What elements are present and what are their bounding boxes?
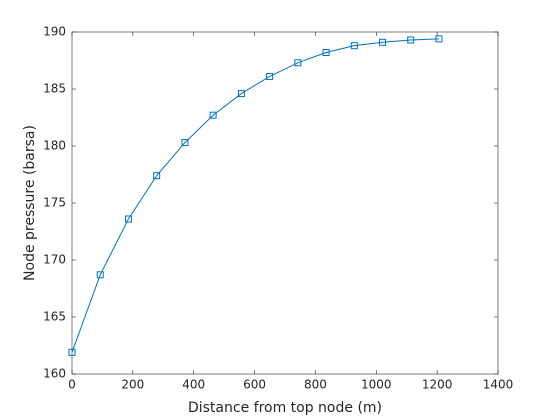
marker — [435, 35, 443, 43]
y-tick-label: 165 — [43, 310, 66, 324]
marker — [181, 139, 189, 147]
x-tick-label: 400 — [182, 378, 205, 392]
y-tick-label: 185 — [43, 82, 66, 96]
y-axis-title: Node pressure (barsa) — [22, 125, 38, 281]
marker — [209, 111, 217, 119]
x-tick-label: 800 — [304, 378, 327, 392]
line — [71, 38, 439, 353]
plot-area — [71, 31, 499, 375]
y-tick-label: 170 — [43, 253, 66, 267]
marker — [266, 72, 274, 80]
x-tick-label: 1000 — [361, 378, 392, 392]
x-tick-label: 200 — [121, 378, 144, 392]
x-tick-label: 600 — [243, 378, 266, 392]
y-tick-label: 160 — [43, 367, 66, 381]
marker — [153, 172, 161, 180]
marker — [96, 271, 104, 279]
y-tick-label: 180 — [43, 139, 66, 153]
x-axis-title: Distance from top node (m) — [188, 400, 382, 416]
x-tick-label: 1400 — [483, 378, 514, 392]
marker — [237, 90, 245, 98]
x-tick-label: 1200 — [422, 378, 453, 392]
y-tick-label: 190 — [43, 25, 66, 39]
marker — [322, 49, 330, 57]
y-tick-label: 175 — [43, 196, 66, 210]
marker — [68, 348, 76, 356]
marker — [379, 38, 387, 46]
marker — [294, 59, 302, 67]
x-tick-label: 0 — [68, 378, 76, 392]
marker — [407, 36, 415, 44]
marker — [124, 215, 132, 223]
marker — [350, 42, 358, 50]
